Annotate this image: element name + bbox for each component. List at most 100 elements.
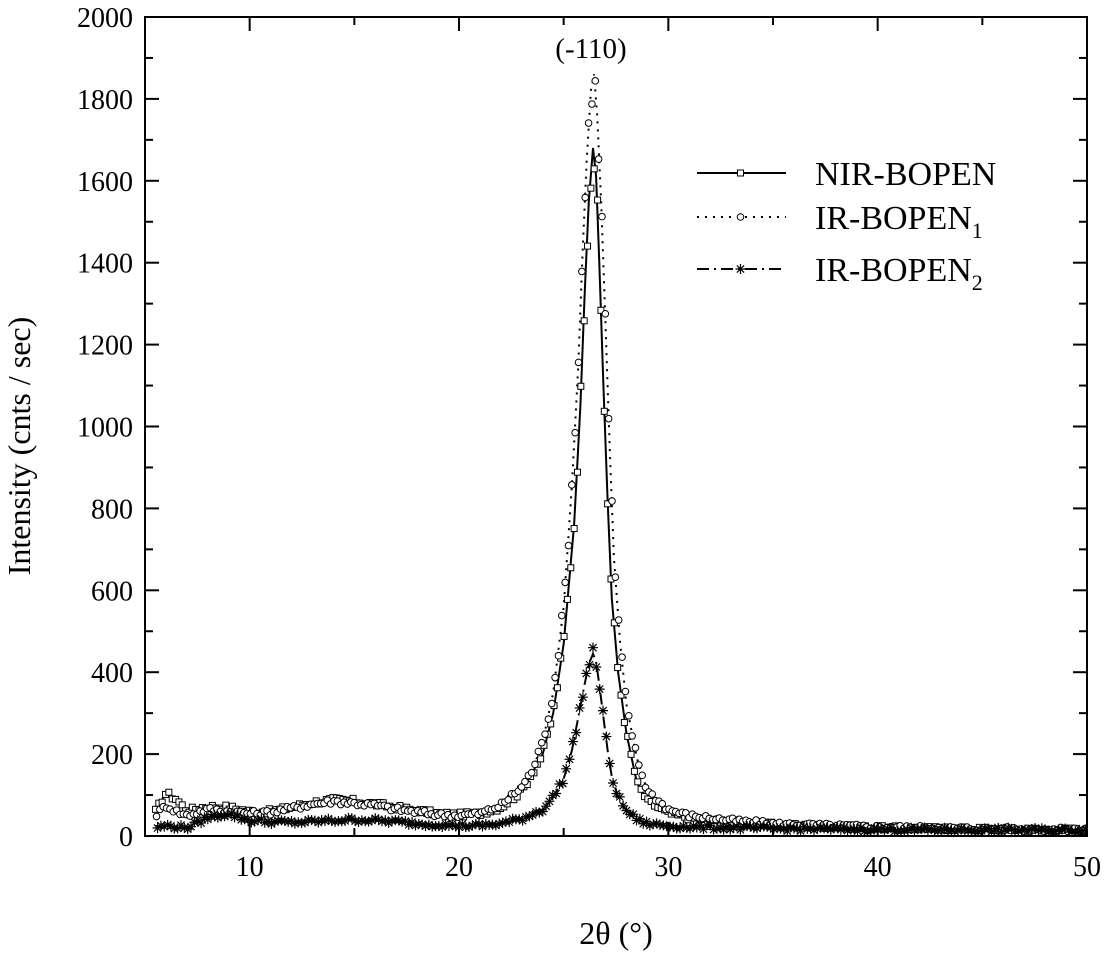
data-point — [809, 825, 820, 836]
data-point — [514, 814, 525, 825]
data-point — [886, 822, 897, 833]
data-point — [752, 823, 763, 834]
data-point — [705, 820, 716, 831]
y-tick-label: 800 — [91, 494, 133, 525]
data-point — [916, 823, 927, 834]
series-layer — [151, 74, 1087, 836]
data-point — [537, 755, 545, 763]
data-point — [178, 801, 186, 809]
data-point — [614, 664, 622, 672]
legend-label-base: IR-BOPEN — [815, 200, 972, 237]
data-point — [433, 820, 444, 831]
data-point — [658, 799, 667, 808]
data-point — [232, 810, 243, 821]
data-point — [417, 819, 428, 830]
data-point — [226, 808, 237, 819]
data-point — [480, 819, 491, 830]
data-point — [601, 731, 612, 742]
data-point — [580, 317, 588, 325]
data-point — [289, 818, 300, 829]
data-point — [715, 822, 726, 833]
data-point — [628, 732, 636, 740]
data-point — [849, 824, 860, 835]
data-point — [259, 817, 270, 828]
data-point — [590, 165, 598, 173]
data-point — [996, 826, 1007, 836]
data-point — [246, 817, 257, 828]
data-point — [283, 816, 294, 827]
data-point — [553, 684, 561, 692]
data-point — [618, 800, 629, 811]
data-point — [557, 611, 566, 620]
legend-marker — [737, 169, 744, 177]
y-tick-label: 1600 — [77, 167, 133, 198]
data-point — [675, 823, 686, 834]
series-IR-BOPEN2 — [152, 642, 1087, 836]
data-point — [745, 821, 756, 832]
data-point — [638, 771, 646, 780]
data-point — [919, 822, 930, 833]
data-point — [413, 818, 424, 829]
legend-item: IR-BOPEN1 — [697, 200, 983, 243]
data-point — [578, 267, 586, 276]
data-point — [541, 730, 549, 738]
data-point — [574, 702, 585, 713]
y-tick-label: 400 — [91, 658, 133, 689]
data-point — [725, 824, 736, 835]
data-point — [467, 820, 478, 831]
data-point — [631, 743, 640, 752]
data-point — [812, 824, 823, 835]
data-point — [222, 810, 233, 821]
x-tick-label: 40 — [864, 852, 892, 883]
data-point — [443, 820, 454, 831]
data-point — [926, 823, 937, 834]
data-point — [490, 820, 501, 831]
legend-label-subscript: 2 — [972, 270, 983, 295]
data-point — [587, 642, 598, 653]
data-point — [1046, 825, 1057, 836]
data-point — [695, 819, 706, 830]
y-tick-label: 1000 — [77, 413, 133, 444]
data-point — [581, 668, 592, 679]
data-point — [279, 815, 290, 826]
x-tick-label: 30 — [654, 852, 682, 883]
data-point — [534, 807, 545, 818]
legend-marker — [736, 213, 745, 221]
data-point — [956, 823, 967, 834]
data-point — [464, 821, 475, 832]
data-point — [651, 818, 662, 829]
data-point — [527, 768, 536, 777]
data-point — [363, 816, 374, 827]
data-point — [521, 777, 529, 786]
data-point — [798, 821, 809, 832]
data-point — [152, 812, 161, 821]
series-line — [154, 147, 1087, 831]
data-point — [266, 819, 277, 830]
legend-label-base: NIR-BOPEN — [815, 156, 996, 193]
data-point — [1023, 825, 1034, 836]
data-point — [922, 824, 933, 835]
legend-label-base: IR-BOPEN — [815, 252, 972, 289]
data-point — [500, 816, 511, 827]
data-point — [973, 826, 984, 836]
data-point — [614, 791, 625, 802]
data-point — [644, 820, 655, 831]
data-point — [1056, 824, 1067, 835]
data-point — [1073, 826, 1084, 836]
data-point — [517, 783, 526, 791]
data-point — [620, 719, 628, 727]
data-point — [929, 825, 940, 836]
data-point — [544, 715, 553, 723]
data-point — [179, 822, 190, 833]
data-point — [159, 821, 170, 832]
data-point — [969, 826, 980, 836]
data-point — [678, 820, 689, 831]
data-point — [778, 823, 789, 834]
data-point — [219, 811, 230, 822]
data-point — [353, 817, 364, 828]
data-point — [567, 736, 578, 747]
data-point — [323, 813, 334, 824]
data-point — [573, 468, 581, 476]
data-point — [1013, 825, 1024, 836]
data-point — [648, 819, 659, 830]
